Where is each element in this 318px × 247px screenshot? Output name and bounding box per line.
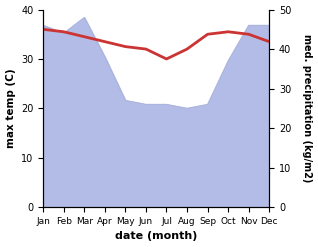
Y-axis label: max temp (C): max temp (C) (5, 69, 16, 148)
Y-axis label: med. precipitation (kg/m2): med. precipitation (kg/m2) (302, 34, 313, 183)
X-axis label: date (month): date (month) (115, 231, 197, 242)
